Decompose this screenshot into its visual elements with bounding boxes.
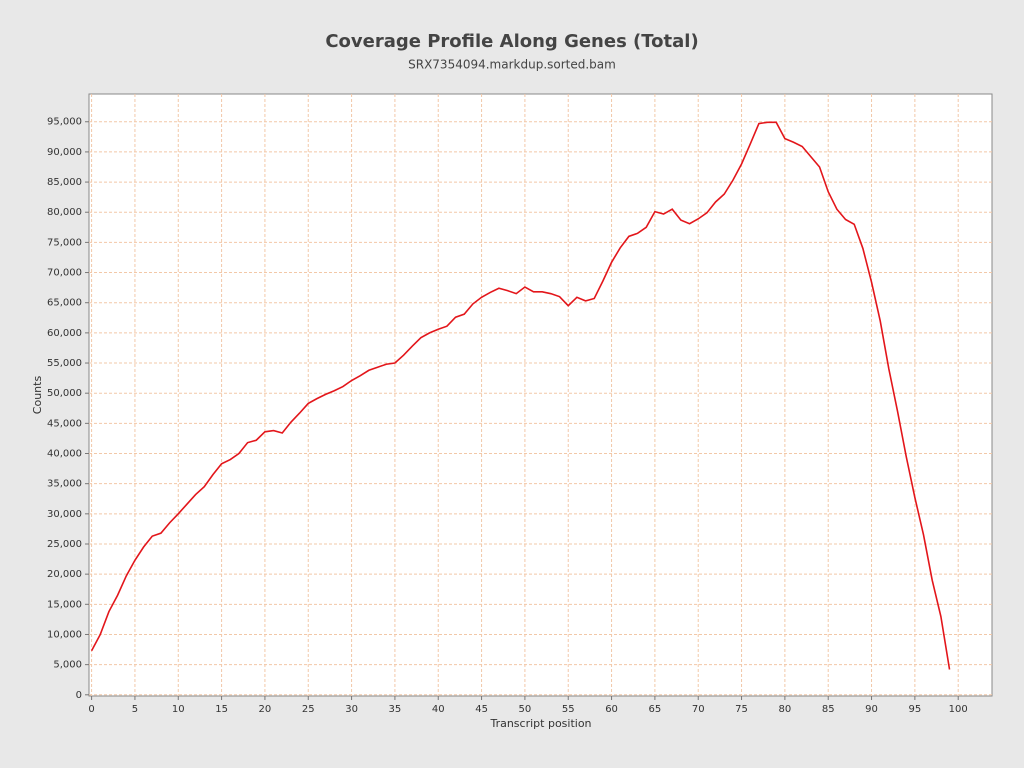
- x-tick-label: 70: [692, 704, 705, 715]
- plot-area: [88, 93, 993, 697]
- x-tick-label: 100: [949, 704, 968, 715]
- x-tick-label: 95: [909, 704, 922, 715]
- x-tick-label: 80: [779, 704, 792, 715]
- y-tick-label: 40,000: [47, 449, 82, 460]
- y-tick-label: 85,000: [47, 177, 82, 188]
- x-tick-label: 0: [88, 704, 94, 715]
- x-tick-label: 25: [302, 704, 315, 715]
- y-tick-label: 75,000: [47, 237, 82, 248]
- x-tick-label: 55: [562, 704, 575, 715]
- x-tick-label: 60: [605, 704, 618, 715]
- y-tick-label: 95,000: [47, 117, 82, 128]
- y-axis-label: Counts: [31, 376, 44, 415]
- x-tick-label: 35: [389, 704, 402, 715]
- x-tick-label: 5: [132, 704, 138, 715]
- x-tick-label: 85: [822, 704, 835, 715]
- x-tick-label: 75: [735, 704, 748, 715]
- x-tick-label: 15: [215, 704, 228, 715]
- data-line: [90, 121, 951, 670]
- x-tick-label: 50: [519, 704, 532, 715]
- y-tick-label: 5,000: [53, 660, 82, 671]
- x-tick-label: 30: [345, 704, 358, 715]
- chart-title: Coverage Profile Along Genes (Total): [325, 31, 698, 52]
- y-tick-label: 30,000: [47, 509, 82, 520]
- y-tick-label: 65,000: [47, 298, 82, 309]
- x-tick-label: 10: [172, 704, 185, 715]
- x-tick-label: 40: [432, 704, 445, 715]
- y-tick-label: 10,000: [47, 629, 82, 640]
- chart-subtitle: SRX7354094.markdup.sorted.bam: [408, 58, 616, 72]
- y-tick-label: 0: [76, 690, 82, 701]
- x-axis-label: Transcript position: [489, 717, 591, 730]
- y-tick-label: 15,000: [47, 599, 82, 610]
- y-tick-label: 55,000: [47, 358, 82, 369]
- x-tick-label: 90: [865, 704, 878, 715]
- y-tick-label: 60,000: [47, 328, 82, 339]
- y-tick-label: 70,000: [47, 268, 82, 279]
- y-tick-label: 20,000: [47, 569, 82, 580]
- x-tick-label: 65: [649, 704, 662, 715]
- y-tick-label: 25,000: [47, 539, 82, 550]
- y-tick-label: 35,000: [47, 479, 82, 490]
- y-tick-label: 80,000: [47, 207, 82, 218]
- x-tick-label: 20: [259, 704, 272, 715]
- y-tick-label: 45,000: [47, 418, 82, 429]
- y-tick-label: 50,000: [47, 388, 82, 399]
- x-tick-label: 45: [475, 704, 488, 715]
- y-tick-label: 90,000: [47, 147, 82, 158]
